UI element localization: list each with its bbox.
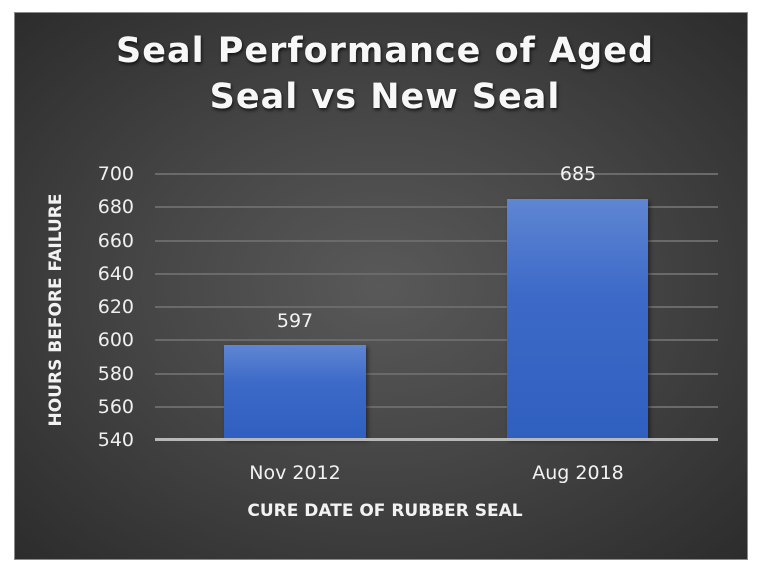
chart-title-line-2: Seal vs New Seal bbox=[209, 77, 561, 117]
data-label: 685 bbox=[559, 163, 597, 185]
x-category-label: Aug 2018 bbox=[532, 462, 624, 484]
y-tick: 580 bbox=[97, 363, 134, 385]
gridline bbox=[155, 406, 718, 408]
y-tick: 560 bbox=[97, 396, 134, 418]
data-label: 597 bbox=[276, 310, 314, 332]
bar-aug-2018 bbox=[507, 199, 648, 439]
x-category-label: Nov 2012 bbox=[249, 462, 341, 484]
gridline bbox=[155, 373, 718, 375]
y-axis-label: HOURS BEFORE FAILURE bbox=[46, 193, 66, 427]
y-tick: 660 bbox=[97, 230, 134, 252]
y-tick: 600 bbox=[97, 329, 134, 351]
y-tick: 620 bbox=[97, 296, 134, 318]
y-tick: 540 bbox=[97, 429, 134, 451]
y-tick: 640 bbox=[97, 263, 134, 285]
gridline bbox=[155, 173, 718, 175]
gridline bbox=[155, 306, 718, 308]
x-axis-label: CURE DATE OF RUBBER SEAL bbox=[247, 501, 523, 521]
bar-nov-2012 bbox=[224, 345, 366, 439]
gridline bbox=[155, 339, 718, 341]
gridline bbox=[155, 273, 718, 275]
chart-title-line-1: Seal Performance of Aged bbox=[116, 31, 654, 71]
x-axis-line bbox=[155, 438, 718, 441]
y-tick: 700 bbox=[97, 163, 134, 185]
gridline bbox=[155, 206, 718, 208]
gridline bbox=[155, 240, 718, 242]
y-tick: 680 bbox=[97, 196, 134, 218]
chart-title: Seal Performance of Aged Seal vs New Sea… bbox=[0, 28, 770, 120]
